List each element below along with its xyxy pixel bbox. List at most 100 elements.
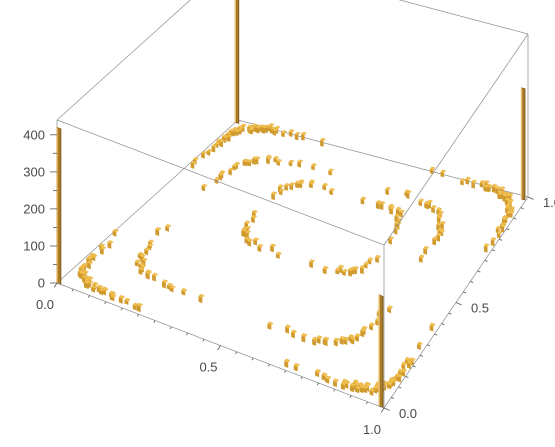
y-axis-tick [412,365,416,368]
floor-bar [161,279,169,289]
floor-bar [99,245,107,255]
floor-bar [401,361,408,370]
corner-spike [56,126,62,286]
floor-bar [257,243,264,253]
floor-bar [275,251,282,259]
corner-spike [520,87,526,201]
floor-bar [333,337,340,347]
corner-spike [378,294,384,409]
x-axis-tick [365,401,368,405]
floor-bar [278,188,285,196]
floor-bar [164,224,172,232]
x-tick-label: 0.5 [199,360,217,375]
floor-bar [107,240,114,249]
floor-bar [86,260,94,270]
y-tick-label: 0.5 [471,301,489,316]
x-axis-tick [251,357,254,361]
y-axis-tick [383,407,390,411]
floor-bar [276,158,283,166]
floor-bar [308,181,315,189]
floor-bar [145,270,152,280]
z-tick-label: 0 [38,276,45,291]
floor-bar [500,223,507,233]
x-axis-tick [380,407,385,413]
floor-bar [339,335,346,345]
floor-bar [325,375,332,384]
x-axis-tick [186,332,189,336]
floor-bar [319,137,326,147]
y-tick-label: 0.0 [399,406,417,421]
x-tick-label: 0.0 [36,297,54,312]
floor-bar [190,160,197,169]
x-axis-tick [300,376,303,380]
floor-bar [151,272,159,282]
y-axis-tick [405,376,409,378]
axis-ticks [50,134,534,413]
floor-bar [273,155,280,163]
x-axis-tick [120,307,123,311]
floor-bar [297,159,304,168]
floor-bar [247,238,254,247]
x-axis-tick [217,345,221,351]
x-axis-tick [284,370,287,373]
x-axis-tick [53,282,58,288]
floor-bar [340,381,347,391]
floor-bar [440,169,447,178]
floor-bar [206,148,213,156]
floor-bar [332,378,339,388]
floor-bar [311,336,319,346]
y-axis-tick [484,259,488,262]
floor-bar [424,201,431,210]
y-axis-tick [491,249,495,252]
x-axis-tick [104,301,107,305]
floor-bar [118,294,126,304]
floor-bar [271,191,278,201]
floor-bar [290,329,298,339]
floor-bar [314,368,322,378]
floor-bar [369,387,376,396]
x-axis-tick [267,364,270,367]
floor-bar [490,237,497,247]
floor-bar [83,279,91,289]
floor-bar [280,130,288,138]
floor-bar [429,166,436,175]
floor-bar [423,245,430,255]
y-axis-tick [427,344,431,347]
floor-bar [253,237,260,246]
floor-bar [386,381,393,390]
floor-bar [134,259,142,267]
floor-bar [374,254,381,263]
floor-bar [321,372,328,381]
floor-bar [136,302,143,313]
floor-bar [211,144,218,153]
floor-bars [77,123,516,396]
floor-bar [491,183,498,193]
floor-bar [218,172,225,181]
floor-bar [198,293,205,304]
box-edge [398,0,529,35]
floor-bar [430,204,437,214]
x-axis-tick [316,382,319,386]
floor-bar [219,139,226,148]
y-axis-tick [441,323,445,326]
floor-bar [416,341,423,350]
x-axis-tick [202,339,205,342]
floor-bar [439,220,446,230]
floor-bar [288,129,295,137]
floor-bar [436,214,443,224]
floor-bar [479,180,486,188]
floor-bar [483,184,489,192]
y-tick-label: 1.0 [543,195,555,210]
floor-bar [228,167,235,176]
floor-bar [354,333,361,342]
floor-bar [250,214,258,224]
floor-bar [181,288,188,296]
floor-bar [418,198,425,207]
x-axis-tick [235,351,238,355]
floor-bar [496,230,503,239]
y-axis-tick [398,386,402,389]
floor-bar [385,186,391,196]
floor-bar [301,333,308,343]
floor-bar [335,267,342,275]
